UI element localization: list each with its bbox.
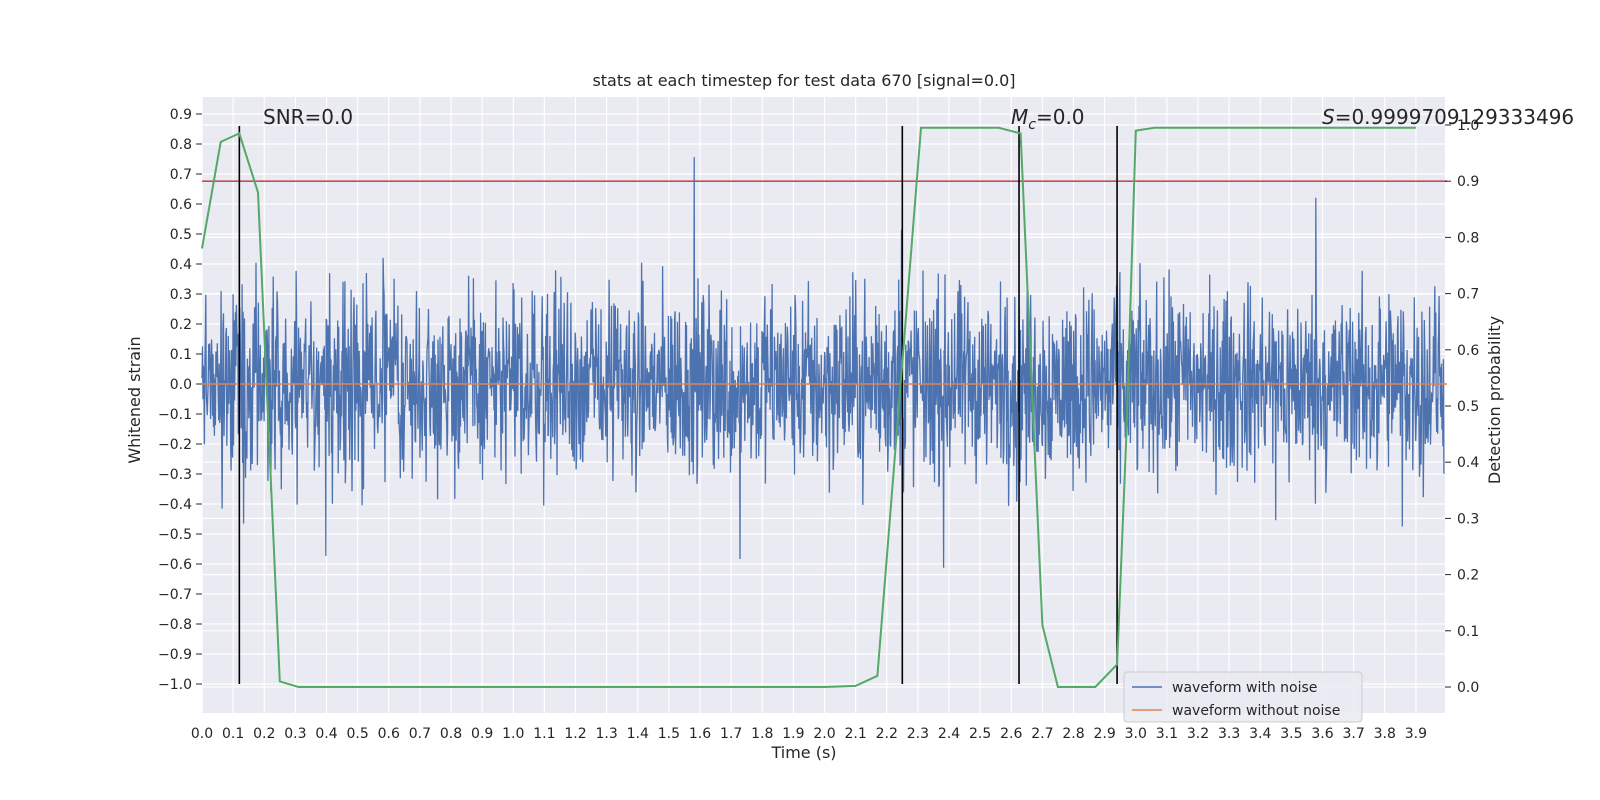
x-tick-label: 0.4 [315, 726, 337, 742]
x-tick-label: 3.8 [1374, 726, 1396, 742]
waveform-with-noise-line [201, 157, 1445, 568]
x-tick-label: 3.0 [1125, 726, 1147, 742]
x-tick-label: 0.2 [253, 726, 275, 742]
y-tick-label: 0.0 [170, 377, 192, 393]
x-tick-label: 2.8 [1062, 726, 1084, 742]
x-tick-label: 2.2 [876, 726, 898, 742]
x-tick-label: 2.4 [938, 726, 960, 742]
annotations: SNR=0.0 Mc=0.0 S=0.9999709129333496 [263, 105, 1574, 133]
x-tick-label: 3.4 [1249, 726, 1271, 742]
x-tick-label: 0.7 [409, 726, 431, 742]
x-tick-label: 2.0 [813, 726, 835, 742]
x-tick-label: 1.7 [720, 726, 742, 742]
x-tick-label: 0.8 [440, 726, 462, 742]
y-tick-label: 0.4 [170, 257, 192, 273]
x-tick-label: 3.5 [1280, 726, 1302, 742]
x-tick-label: 0.9 [471, 726, 493, 742]
vertical-markers [238, 126, 1118, 684]
y-tick-label: −0.3 [158, 467, 192, 483]
y-tick-label: 0.8 [170, 137, 192, 153]
x-tick-label: 0.0 [191, 726, 213, 742]
y-axis-label: Whitened strain [125, 336, 144, 463]
y2-axis-label: Detection probability [1485, 316, 1504, 484]
x-tick-label: 3.3 [1218, 726, 1240, 742]
x-tick-label: 0.6 [378, 726, 400, 742]
x-axis: 0.0 0.1 0.2 0.3 0.4 0.5 0.6 0.7 0.8 0.9 1.0 1.1 1.2 1… [191, 726, 1427, 742]
y-axis-right: 1.0 0.9 0.8 0.7 0.6 0.5 0.4 0.3 0.2 0.1 0.0 [1445, 118, 1479, 696]
x-tick-label: 2.5 [969, 726, 991, 742]
y2-tick-label: 0.9 [1457, 174, 1479, 190]
y-tick-label: −0.7 [158, 587, 192, 603]
y-tick-label: 0.5 [170, 227, 192, 243]
legend: waveform with noise waveform without nois… [1123, 671, 1363, 723]
y2-tick-label: 1.0 [1457, 118, 1479, 134]
legend-label: waveform with noise [1172, 680, 1317, 696]
y2-tick-label: 0.4 [1457, 455, 1479, 471]
x-tick-label: 0.3 [284, 726, 306, 742]
y2-tick-label: 0.2 [1457, 568, 1479, 584]
x-tick-label: 2.7 [1031, 726, 1053, 742]
legend-label: waveform without noise [1172, 703, 1340, 719]
x-tick-label: 1.0 [502, 726, 524, 742]
x-tick-label: 1.9 [782, 726, 804, 742]
s-annotation: S=0.9999709129333496 [1322, 105, 1574, 129]
snr-annotation: SNR=0.0 [263, 105, 353, 129]
y-tick-label: 0.6 [170, 197, 192, 213]
x-tick-label: 3.1 [1156, 726, 1178, 742]
y2-tick-label: 0.5 [1457, 399, 1479, 415]
y2-tick-label: 0.6 [1457, 343, 1479, 359]
y-tick-label: 0.2 [170, 317, 192, 333]
y-tick-label: −0.8 [158, 617, 192, 633]
series-waveform-with-noise [201, 157, 1445, 568]
chart-title: stats at each timestep for test data 670… [592, 71, 1015, 90]
y-tick-label: 0.3 [170, 287, 192, 303]
x-tick-label: 1.1 [533, 726, 555, 742]
x-tick-label: 1.2 [564, 726, 586, 742]
legend-box [1123, 671, 1363, 723]
x-tick-label: 0.5 [346, 726, 368, 742]
y-tick-label: −0.1 [158, 407, 192, 423]
x-tick-label: 3.6 [1311, 726, 1333, 742]
x-tick-label: 0.1 [222, 726, 244, 742]
y-axis-left: 0.9 0.8 0.7 0.6 0.5 0.4 0.3 0.2 0.1 0.0 −0.1 −0.2 −0… [158, 107, 202, 693]
y-tick-label: −0.2 [158, 437, 192, 453]
y-tick-label: −0.6 [158, 557, 192, 573]
x-tick-label: 2.3 [907, 726, 929, 742]
x-tick-label: 1.6 [689, 726, 711, 742]
x-tick-label: 1.8 [751, 726, 773, 742]
y2-tick-label: 0.3 [1457, 511, 1479, 527]
x-tick-label: 3.7 [1342, 726, 1364, 742]
detection-probability-line [201, 126, 1416, 688]
y-tick-label: −1.0 [158, 677, 192, 693]
y-tick-label: 0.1 [170, 347, 192, 363]
y2-tick-label: 0.7 [1457, 287, 1479, 303]
y-tick-label: 0.7 [170, 167, 192, 183]
y-tick-label: −0.9 [158, 647, 192, 663]
y-tick-label: −0.5 [158, 527, 192, 543]
x-axis-label: Time (s) [770, 743, 836, 762]
y2-tick-label: 0.1 [1457, 624, 1479, 640]
x-tick-label: 2.1 [844, 726, 866, 742]
x-tick-label: 1.3 [595, 726, 617, 742]
series-detection-probability [201, 126, 1416, 688]
y-tick-label: 0.9 [170, 107, 192, 123]
x-tick-label: 2.6 [1000, 726, 1022, 742]
y2-tick-label: 0.0 [1457, 680, 1479, 696]
y-tick-label: −0.4 [158, 497, 192, 513]
x-tick-label: 2.9 [1093, 726, 1115, 742]
mc-annotation: Mc=0.0 [1011, 105, 1085, 133]
y2-tick-label: 0.8 [1457, 230, 1479, 246]
x-tick-label: 1.4 [627, 726, 649, 742]
x-tick-label: 3.2 [1187, 726, 1209, 742]
x-tick-label: 1.5 [658, 726, 680, 742]
x-tick-label: 3.9 [1405, 726, 1427, 742]
